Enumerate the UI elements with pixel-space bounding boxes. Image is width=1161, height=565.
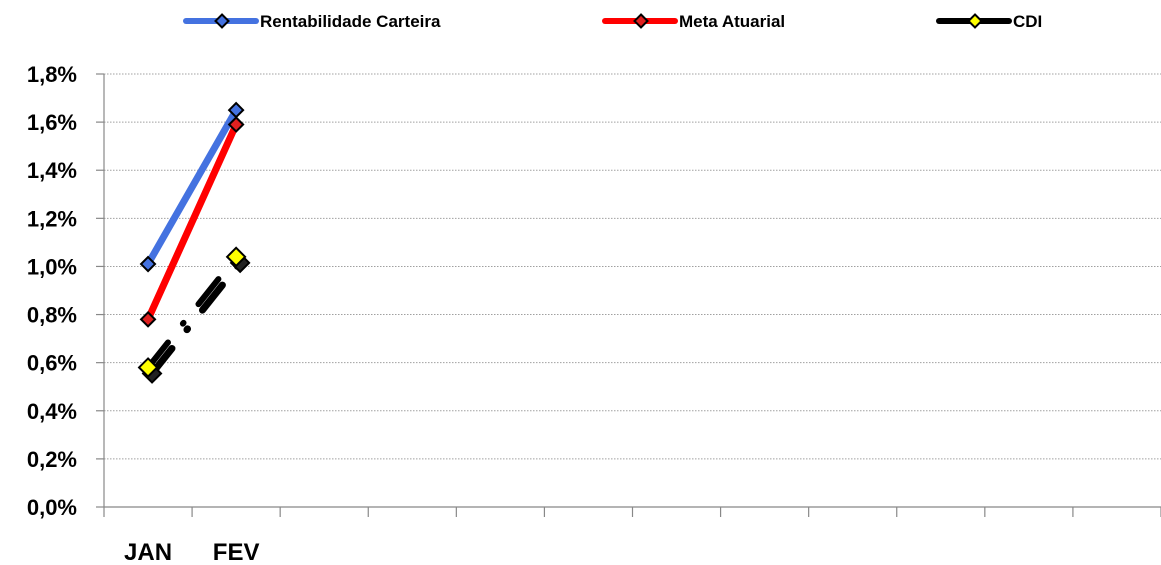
y-tick-label: 1,8% — [27, 62, 77, 87]
series-line-shadow — [148, 259, 244, 377]
data-point — [225, 246, 247, 268]
y-axis-tick-labels: 0,0% 0,2% 0,4% 0,6% 0,8% 1,0% 1,2% 1,4% 1,6% 1,8% — [27, 62, 77, 520]
series-layer — [137, 101, 251, 384]
legend-item: CDI — [936, 12, 1042, 31]
y-tick-label: 0,4% — [27, 399, 77, 424]
legend-item: Meta Atuarial — [602, 12, 785, 31]
data-point — [227, 116, 245, 133]
y-tick-label: 1,6% — [27, 110, 77, 135]
series-meta-atuarial — [139, 116, 245, 328]
series-line — [144, 121, 240, 323]
legend-label: CDI — [1013, 12, 1042, 31]
axes — [96, 73, 1161, 517]
gridlines — [104, 73, 1161, 460]
data-point — [139, 310, 157, 328]
x-axis-tick-labels: JAN FEV — [124, 539, 259, 565]
legend-label: Rentabilidade Carteira — [260, 12, 441, 31]
legend-swatch-marker — [967, 13, 983, 29]
y-tick-label: 0,8% — [27, 303, 77, 328]
y-tick-label: 1,4% — [27, 158, 77, 183]
legend: Rentabilidade Carteira Meta Atuarial CDI — [183, 12, 1042, 31]
series-cdi — [137, 246, 251, 384]
y-tick-label: 0,6% — [27, 351, 77, 376]
y-tick-label: 0,2% — [27, 447, 77, 472]
x-tick-label: JAN — [124, 539, 172, 565]
legend-swatch-marker — [214, 13, 230, 29]
series-line — [145, 253, 240, 371]
series-rentabilidade-carteira — [139, 101, 245, 273]
x-tick-label: FEV — [213, 539, 260, 565]
y-tick-label: 1,0% — [27, 254, 77, 279]
series-line — [144, 106, 240, 268]
legend-item: Rentabilidade Carteira — [183, 12, 441, 31]
y-tick-label: 0,0% — [27, 495, 77, 520]
y-tick-label: 1,2% — [27, 206, 77, 231]
data-point — [137, 357, 159, 378]
legend-label: Meta Atuarial — [679, 12, 785, 31]
legend-swatch-marker — [633, 13, 649, 29]
data-point — [139, 255, 157, 273]
